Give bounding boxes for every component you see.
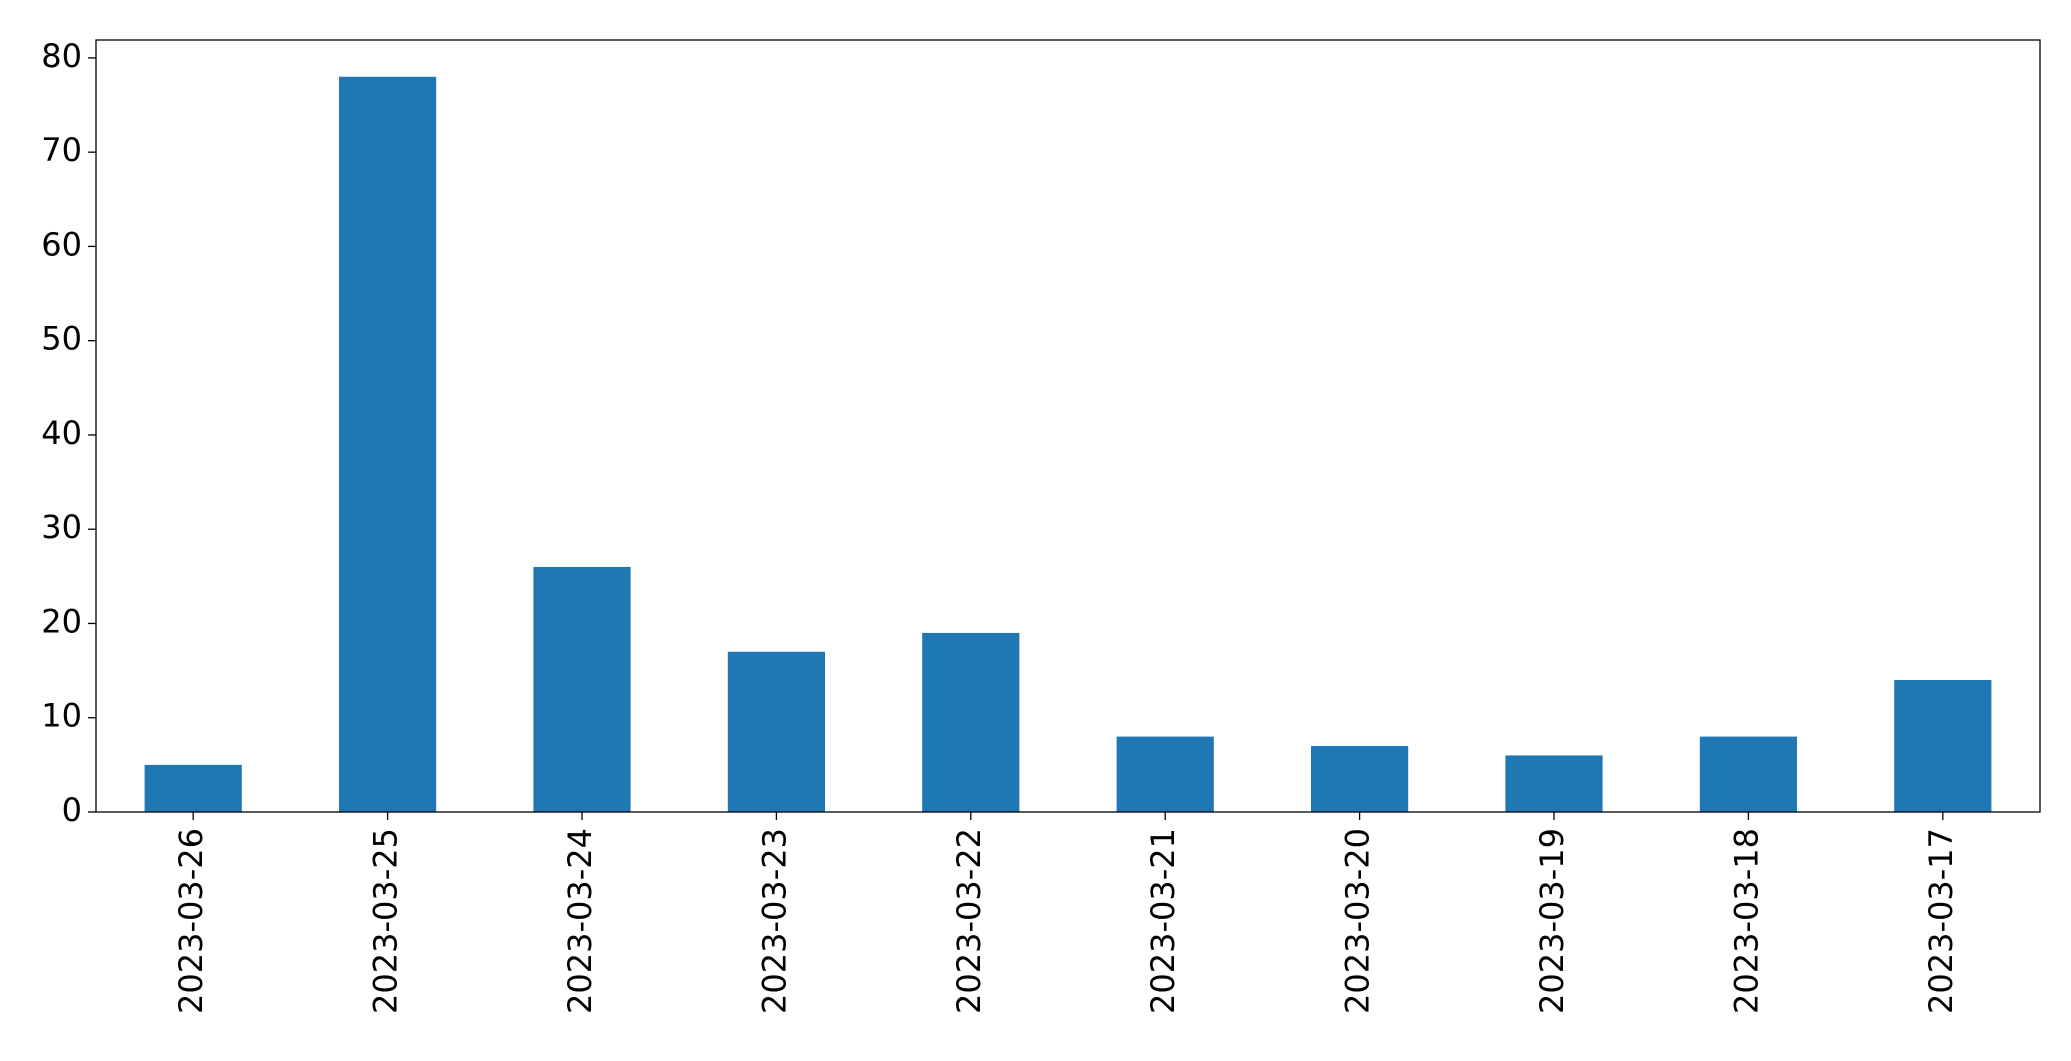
x-tick-label: 2023-03-25	[367, 828, 405, 1014]
y-tick-label: 60	[41, 225, 82, 263]
y-tick-label: 20	[41, 602, 82, 640]
bar	[1116, 736, 1214, 812]
y-tick-label: 50	[41, 320, 82, 358]
x-tick-label: 2023-03-24	[561, 828, 599, 1014]
bar	[533, 566, 631, 812]
bar	[727, 651, 825, 812]
y-tick-label: 30	[41, 508, 82, 546]
x-tick-label: 2023-03-19	[1533, 828, 1571, 1014]
x-tick-label: 2023-03-18	[1727, 828, 1765, 1014]
x-tick-label: 2023-03-23	[755, 828, 793, 1014]
y-tick-label: 40	[41, 414, 82, 452]
bar	[1505, 755, 1603, 812]
bar	[1894, 680, 1992, 812]
bar	[922, 632, 1020, 812]
y-tick-label: 80	[41, 37, 82, 75]
x-tick-label: 2023-03-22	[950, 828, 988, 1014]
y-tick-label: 70	[41, 131, 82, 169]
bar	[1311, 746, 1409, 812]
x-tick-label: 2023-03-21	[1144, 828, 1182, 1014]
x-tick-label: 2023-03-26	[172, 828, 210, 1014]
plot-frame	[95, 39, 2041, 813]
x-tick-label: 2023-03-17	[1922, 828, 1960, 1014]
y-tick-label: 10	[41, 697, 82, 735]
y-tick-label: 0	[62, 791, 82, 829]
bar	[144, 764, 242, 812]
bar	[339, 76, 437, 812]
x-tick-label: 2023-03-20	[1339, 828, 1377, 1014]
bar	[1699, 736, 1797, 812]
